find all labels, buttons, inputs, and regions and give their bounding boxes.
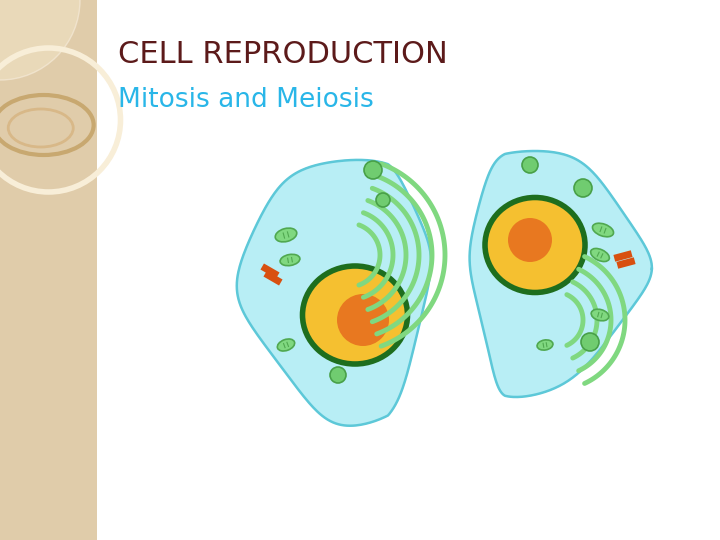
- Bar: [0, 0, 97, 540]
- Circle shape: [364, 161, 382, 179]
- Text: CELL REPRODUCTION: CELL REPRODUCTION: [118, 40, 448, 69]
- Polygon shape: [469, 151, 652, 397]
- Polygon shape: [616, 257, 636, 269]
- Ellipse shape: [537, 340, 553, 350]
- Ellipse shape: [485, 198, 585, 293]
- Polygon shape: [261, 264, 279, 279]
- Ellipse shape: [275, 228, 297, 242]
- Ellipse shape: [591, 309, 609, 321]
- Polygon shape: [264, 271, 282, 286]
- Ellipse shape: [280, 254, 300, 266]
- Circle shape: [581, 333, 599, 351]
- Ellipse shape: [277, 339, 294, 351]
- Text: Mitosis and Meiosis: Mitosis and Meiosis: [118, 87, 374, 113]
- Circle shape: [574, 179, 592, 197]
- Circle shape: [522, 157, 538, 173]
- Circle shape: [0, 0, 80, 80]
- Circle shape: [508, 218, 552, 262]
- Ellipse shape: [593, 223, 613, 237]
- Circle shape: [330, 367, 346, 383]
- Circle shape: [337, 294, 389, 346]
- Polygon shape: [237, 160, 431, 426]
- Polygon shape: [613, 250, 633, 262]
- Ellipse shape: [590, 248, 609, 261]
- Circle shape: [376, 193, 390, 207]
- Ellipse shape: [302, 266, 408, 364]
